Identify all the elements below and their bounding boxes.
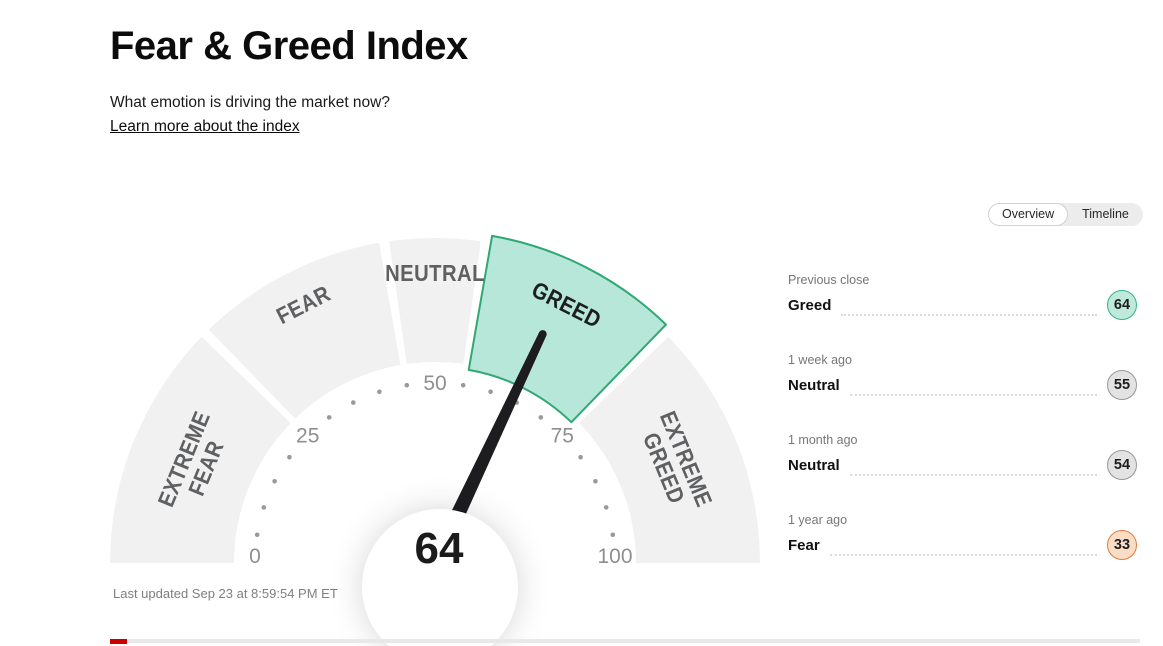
history-label: Greed bbox=[788, 296, 832, 314]
history-value-badge: 33 bbox=[1107, 530, 1137, 560]
gauge-axis-dot bbox=[404, 382, 410, 388]
learn-more-link[interactable]: Learn more about the index bbox=[110, 118, 300, 135]
history-value-badge: 64 bbox=[1107, 290, 1137, 320]
history-row-1-week-ago: 1 week ago Neutral 55 bbox=[788, 353, 1137, 433]
gauge-axis-label: 75 bbox=[551, 425, 574, 448]
red-accent-bar bbox=[110, 639, 127, 644]
dotted-leader bbox=[849, 386, 1097, 396]
bottom-divider bbox=[110, 639, 1140, 644]
gauge-axis-label: 50 bbox=[423, 372, 446, 395]
gauge-axis-dot bbox=[603, 505, 609, 510]
gauge-segment-label: NEUTRAL bbox=[385, 260, 485, 287]
history-label: Fear bbox=[788, 536, 820, 554]
gauge-needle bbox=[427, 332, 547, 567]
gauge-axis-dot bbox=[287, 454, 292, 460]
gauge-hub bbox=[362, 509, 518, 646]
gauge-segment-extreme-fear bbox=[110, 336, 291, 563]
gauge-axis-dot bbox=[488, 389, 493, 395]
gauge-axis-label: 100 bbox=[597, 545, 632, 568]
gauge-axis-dot bbox=[326, 415, 332, 420]
gauge-axis-dot bbox=[351, 400, 356, 405]
gauge-axis-label: 25 bbox=[296, 425, 319, 448]
history-label: Neutral bbox=[788, 376, 840, 394]
history-label: Neutral bbox=[788, 456, 840, 474]
history-value-badge: 54 bbox=[1107, 450, 1137, 480]
gauge-segment-extreme-greed bbox=[579, 336, 761, 563]
history-row-1-month-ago: 1 month ago Neutral 54 bbox=[788, 433, 1137, 513]
gauge-axis-dot bbox=[593, 479, 598, 484]
gauge-axis-dot bbox=[538, 415, 544, 420]
dotted-leader bbox=[829, 546, 1097, 556]
gauge-segment-fear bbox=[208, 242, 401, 419]
last-updated: Last updated Sep 23 at 8:59:54 PM ET bbox=[113, 586, 338, 601]
history-row-previous-close: Previous close Greed 64 bbox=[788, 273, 1137, 353]
view-toggle: Overview Timeline bbox=[988, 203, 1143, 226]
gauge-axis-dot bbox=[578, 454, 583, 460]
history-value-badge: 55 bbox=[1107, 370, 1137, 400]
history-period: 1 month ago bbox=[788, 433, 858, 447]
history-period: Previous close bbox=[788, 273, 870, 287]
history-panel: Previous close Greed 64 1 week ago Neutr… bbox=[788, 273, 1137, 593]
gauge-axis-dot bbox=[272, 479, 277, 484]
dotted-leader bbox=[841, 306, 1097, 316]
history-period: 1 year ago bbox=[788, 513, 848, 527]
tab-timeline[interactable]: Timeline bbox=[1068, 203, 1143, 226]
gauge-axis-dot bbox=[610, 532, 616, 538]
gauge-segment-neutral bbox=[389, 237, 481, 364]
gauge-axis-label: 0 bbox=[249, 545, 261, 568]
gauge-axis-dot bbox=[460, 382, 466, 388]
history-period: 1 week ago bbox=[788, 353, 852, 367]
gauge-needle-tip bbox=[538, 330, 547, 339]
page-title: Fear & Greed Index bbox=[110, 24, 468, 68]
fear-greed-gauge: 0255075100EXTREMEFEARFEARNEUTRALGREEDEXT… bbox=[110, 234, 761, 646]
page-subtitle: What emotion is driving the market now? bbox=[110, 94, 390, 111]
dotted-leader bbox=[849, 466, 1097, 476]
gauge-axis-dot bbox=[377, 389, 382, 395]
tab-overview[interactable]: Overview bbox=[988, 203, 1069, 226]
gauge-axis-dot bbox=[254, 532, 260, 538]
gauge-axis-dot bbox=[261, 505, 267, 510]
history-row-1-year-ago: 1 year ago Fear 33 bbox=[788, 513, 1137, 593]
gauge-value: 64 bbox=[415, 524, 464, 573]
